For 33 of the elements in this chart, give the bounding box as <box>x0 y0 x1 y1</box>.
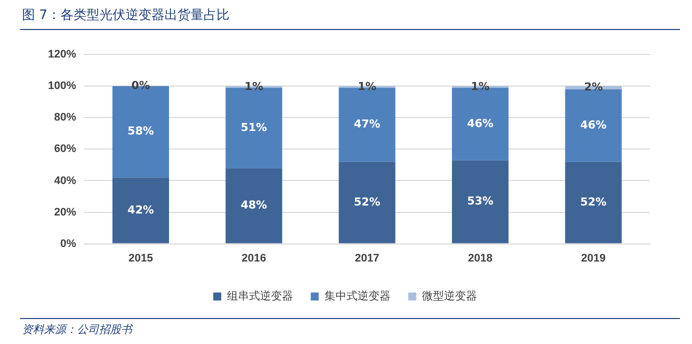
data-label: 46% <box>580 118 607 132</box>
data-label: 53% <box>467 194 494 208</box>
x-tick-label: 2017 <box>354 252 380 264</box>
bar <box>452 160 509 244</box>
chart-title: 图 7：各类型光伏逆变器出货量占比 <box>22 7 230 24</box>
data-label: 48% <box>240 198 268 212</box>
y-tick-label: 20% <box>54 206 76 218</box>
x-tick-label: 2019 <box>581 252 606 264</box>
bar <box>565 89 622 162</box>
x-tick-label: 2018 <box>468 252 492 264</box>
legend-label: 集中式逆变器 <box>324 290 390 303</box>
x-tick-label: 2016 <box>242 252 266 264</box>
bar <box>112 178 170 244</box>
y-tick-label: 60% <box>54 143 76 156</box>
y-tick-label: 100% <box>48 80 76 92</box>
y-tick-label: 120% <box>48 48 76 61</box>
y-tick-label: 80% <box>54 112 76 124</box>
data-label: 47% <box>354 118 380 131</box>
y-tick-label: 40% <box>54 174 76 187</box>
bar <box>338 162 396 244</box>
data-label: 42% <box>128 203 154 216</box>
legend-label: 微型逆变器 <box>422 290 477 303</box>
data-label: 52% <box>354 195 380 208</box>
bar <box>565 162 622 244</box>
legend-label: 组串式逆变器 <box>226 290 293 303</box>
data-label: 52% <box>580 195 607 208</box>
data-label: 46% <box>467 116 494 130</box>
data-label: 51% <box>240 120 268 134</box>
data-label: 58% <box>128 124 154 138</box>
x-tick-label: 2015 <box>128 252 153 264</box>
text: 资料来源：公司招股书 <box>22 322 132 337</box>
y-tick-label: 0% <box>60 238 76 250</box>
bar <box>226 168 282 244</box>
